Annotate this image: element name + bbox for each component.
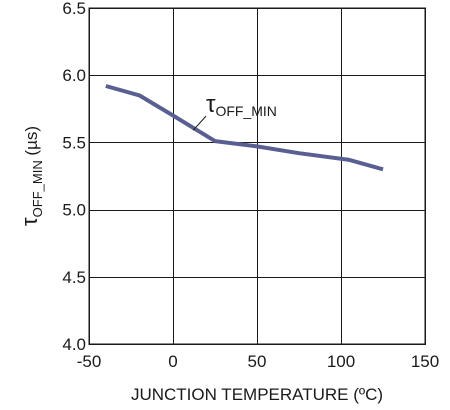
y-axis-title: τOFF_MIN (µs) [17, 126, 45, 226]
x-tick-label: 150 [411, 352, 439, 371]
gridlines [89, 8, 426, 345]
series-layer [105, 84, 384, 172]
y-axis-title-subscript: OFF_MIN [30, 160, 45, 217]
x-tick-label: 0 [168, 352, 177, 371]
annotation-leader-line [192, 115, 207, 131]
y-axis-title-symbol: τ [17, 217, 42, 226]
x-axis-title: JUNCTION TEMPERATURE (ºC) [131, 385, 383, 404]
y-axis-title-unit: (µs) [22, 126, 41, 160]
x-tick-label: 100 [327, 352, 355, 371]
y-tick-label: 6.5 [62, 0, 86, 18]
x-tick-labels: -50 0 50 100 150 [77, 352, 439, 371]
series-line [105, 84, 384, 172]
series-label-symbol: τ [206, 91, 216, 118]
y-tick-label: 5.5 [62, 133, 86, 152]
y-tick-label: 5.0 [62, 201, 86, 220]
plot-frame [88, 7, 426, 345]
y-tick-label: 4.0 [62, 335, 86, 354]
y-tick-label: 4.5 [62, 268, 86, 287]
y-tick-label: 6.0 [62, 66, 86, 85]
annotation: τOFF_MIN [192, 91, 277, 131]
x-tick-label: 50 [248, 352, 267, 371]
y-tick-labels: 4.0 4.5 5.0 5.5 6.0 6.5 [62, 0, 86, 354]
series-label-subscript: OFF_MIN [215, 103, 276, 119]
series-label: τOFF_MIN [206, 91, 277, 119]
x-tick-label: -50 [77, 352, 102, 371]
